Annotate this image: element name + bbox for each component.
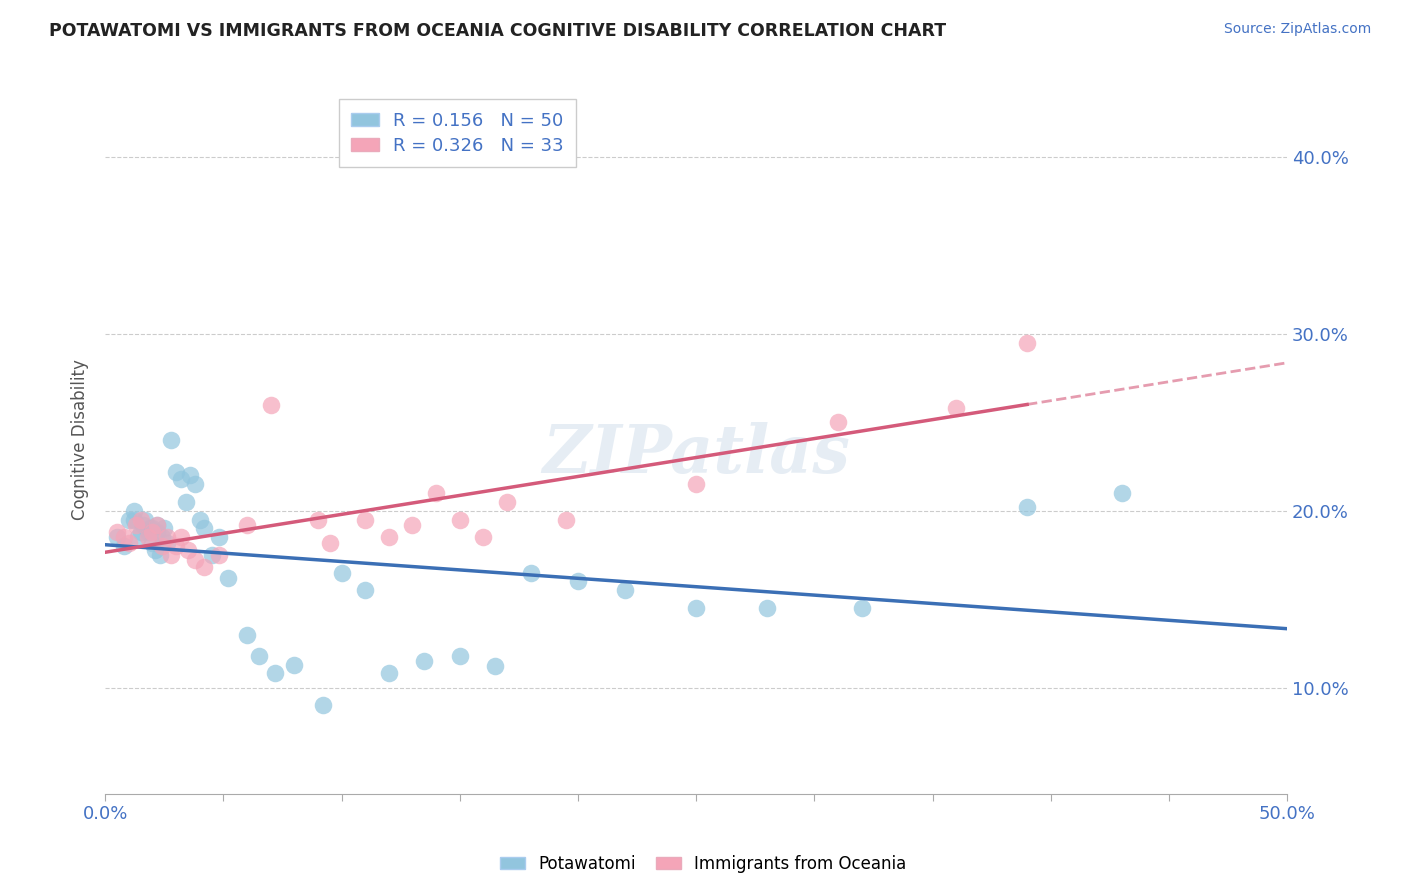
Point xyxy=(413,654,436,668)
Text: Source: ZipAtlas.com: Source: ZipAtlas.com xyxy=(1223,22,1371,37)
Point xyxy=(122,504,145,518)
Point xyxy=(307,513,329,527)
Point xyxy=(129,513,152,527)
Text: ZIPatlas: ZIPatlas xyxy=(543,422,851,487)
Point xyxy=(146,524,169,539)
Point xyxy=(283,657,305,672)
Legend: Potawatomi, Immigrants from Oceania: Potawatomi, Immigrants from Oceania xyxy=(494,848,912,880)
Point xyxy=(160,548,183,562)
Point xyxy=(136,524,159,539)
Point xyxy=(685,601,707,615)
Point xyxy=(247,648,270,663)
Point xyxy=(150,530,173,544)
Point xyxy=(129,524,152,539)
Point xyxy=(170,530,193,544)
Point xyxy=(614,583,637,598)
Point xyxy=(193,560,215,574)
Point xyxy=(449,513,471,527)
Point xyxy=(401,517,423,532)
Point xyxy=(472,530,495,544)
Point xyxy=(756,601,779,615)
Point xyxy=(112,530,135,544)
Point xyxy=(945,401,967,416)
Point xyxy=(136,530,159,544)
Point xyxy=(165,465,187,479)
Legend: R = 0.156   N = 50, R = 0.326   N = 33: R = 0.156 N = 50, R = 0.326 N = 33 xyxy=(339,99,576,168)
Point xyxy=(105,524,128,539)
Point xyxy=(208,530,231,544)
Point xyxy=(134,513,156,527)
Point xyxy=(217,571,239,585)
Text: POTAWATOMI VS IMMIGRANTS FROM OCEANIA COGNITIVE DISABILITY CORRELATION CHART: POTAWATOMI VS IMMIGRANTS FROM OCEANIA CO… xyxy=(49,22,946,40)
Point xyxy=(193,521,215,535)
Point xyxy=(330,566,353,580)
Point xyxy=(484,659,506,673)
Point xyxy=(260,398,283,412)
Point xyxy=(141,521,163,535)
Point xyxy=(425,486,447,500)
Point xyxy=(118,535,141,549)
Point xyxy=(567,574,589,589)
Point xyxy=(112,539,135,553)
Point xyxy=(177,542,200,557)
Point xyxy=(141,535,163,549)
Y-axis label: Cognitive Disability: Cognitive Disability xyxy=(72,359,89,520)
Point xyxy=(165,539,187,553)
Point xyxy=(851,601,873,615)
Point xyxy=(132,517,155,532)
Point xyxy=(496,495,519,509)
Point xyxy=(685,477,707,491)
Point xyxy=(236,627,259,641)
Point xyxy=(188,513,211,527)
Point xyxy=(122,513,145,527)
Point xyxy=(118,513,141,527)
Point xyxy=(200,548,222,562)
Point xyxy=(449,648,471,663)
Point xyxy=(1111,486,1133,500)
Point xyxy=(174,495,197,509)
Point xyxy=(156,535,179,549)
Point xyxy=(354,583,377,598)
Point xyxy=(170,472,193,486)
Point xyxy=(378,530,401,544)
Point xyxy=(156,530,179,544)
Point xyxy=(519,566,541,580)
Point xyxy=(105,530,128,544)
Point xyxy=(179,468,201,483)
Point xyxy=(184,477,207,491)
Point xyxy=(125,517,148,532)
Point xyxy=(311,698,333,713)
Point xyxy=(127,530,149,544)
Point xyxy=(139,521,162,535)
Point xyxy=(378,666,401,681)
Point xyxy=(555,513,578,527)
Point xyxy=(146,517,169,532)
Point xyxy=(160,433,183,447)
Point xyxy=(150,539,173,553)
Point xyxy=(141,524,163,539)
Point xyxy=(1015,500,1038,515)
Point xyxy=(827,415,849,429)
Point xyxy=(208,548,231,562)
Point xyxy=(143,542,166,557)
Point xyxy=(1015,335,1038,350)
Point xyxy=(319,535,342,549)
Point xyxy=(264,666,287,681)
Point xyxy=(153,521,176,535)
Point xyxy=(146,517,169,532)
Point xyxy=(354,513,377,527)
Point xyxy=(236,517,259,532)
Point xyxy=(184,553,207,567)
Point xyxy=(148,548,170,562)
